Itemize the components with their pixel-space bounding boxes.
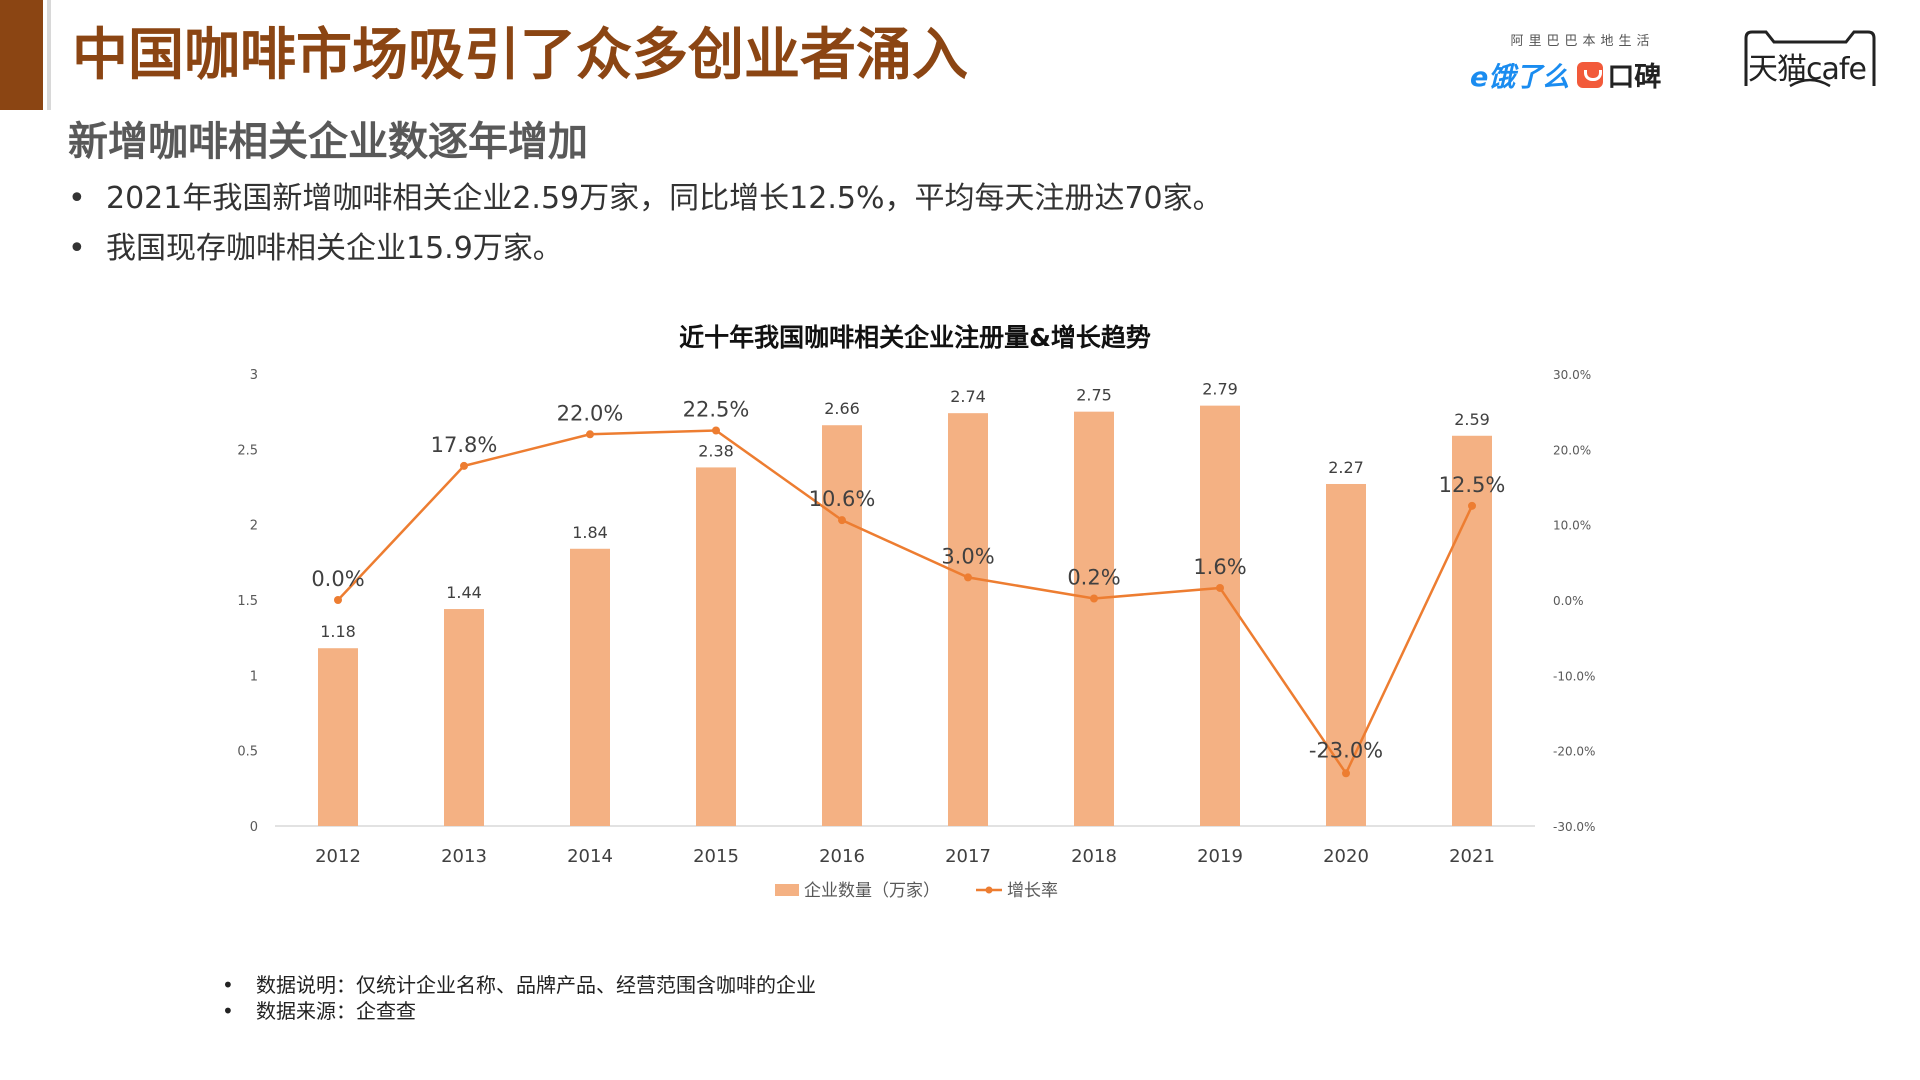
x-axis: 2012 2013 2014 2015 2016 2017 2018 2019 2020 2021 xyxy=(315,846,1495,867)
x-axis-tick-label: 2016 xyxy=(819,846,865,867)
bar-data-label: 2.66 xyxy=(824,399,860,418)
accent-divider xyxy=(47,0,51,110)
alibaba-local-life-label: 阿里巴巴本地生活 xyxy=(1510,34,1655,49)
legend-line-marker xyxy=(985,886,993,894)
growth-rate-point xyxy=(460,461,468,470)
chart-title: 近十年我国咖啡相关企业注册量&增长趋势 xyxy=(679,323,1151,352)
growth-rate-label: 1.6% xyxy=(1193,555,1246,579)
x-axis-tick-label: 2019 xyxy=(1197,846,1243,867)
x-axis-tick-label: 2017 xyxy=(945,846,991,867)
tmall-cafe-logo: 天猫cafe xyxy=(1740,26,1880,90)
chart-legend: 企业数量（万家） 增长率 xyxy=(775,881,1058,901)
x-axis-tick-label: 2013 xyxy=(441,846,487,867)
left-axis-tick-label: 2.5 xyxy=(237,443,258,458)
growth-rate-label: 0.0% xyxy=(311,567,364,591)
left-axis-tick-label: 0 xyxy=(250,820,258,835)
eleme-koubei-logo: 阿里巴巴本地生活 e饿了么 口碑 xyxy=(1470,30,1695,93)
summary-bullets: 2021年我国新增咖啡相关企业2.59万家，同比增长12.5%，平均每天注册达7… xyxy=(68,174,1223,274)
legend-bar-label: 企业数量（万家） xyxy=(804,881,940,901)
right-axis-tick-label: 20.0% xyxy=(1553,443,1591,457)
right-axis-tick-label: 10.0% xyxy=(1553,519,1591,533)
left-axis-tick-label: 1 xyxy=(250,669,258,684)
footnotes: 数据说明：仅统计企业名称、品牌产品、经营范围含咖啡的企业 数据来源：企查查 xyxy=(222,972,816,1024)
bar xyxy=(570,548,610,826)
left-axis: 0 0.5 1 1.5 2 2.5 3 xyxy=(237,368,258,835)
bar-data-label: 2.27 xyxy=(1328,458,1364,477)
growth-rate-point xyxy=(1342,769,1350,778)
growth-rate-label: 17.8% xyxy=(431,433,498,457)
bar xyxy=(1452,435,1492,826)
bar-series xyxy=(318,405,1492,826)
growth-rate-point xyxy=(1216,583,1224,592)
bar xyxy=(1326,483,1366,826)
summary-bullet: 我国现存咖啡相关企业15.9万家。 xyxy=(68,224,1223,274)
growth-rate-label: 12.5% xyxy=(1439,473,1506,497)
growth-rate-point xyxy=(1090,594,1098,603)
growth-rate-label: -23.0% xyxy=(1309,738,1383,762)
bar xyxy=(822,425,862,826)
bar-data-label: 1.18 xyxy=(320,622,356,641)
x-axis-tick-label: 2014 xyxy=(567,846,613,867)
eleme-logo-text: e饿了么 xyxy=(1470,62,1570,93)
bar xyxy=(948,413,988,826)
left-axis-tick-label: 2 xyxy=(250,519,258,534)
growth-rate-label: 22.5% xyxy=(683,398,750,422)
right-axis-tick-label: 0.0% xyxy=(1553,594,1584,608)
tmall-cafe-text: 天猫cafe xyxy=(1748,52,1867,87)
bar xyxy=(318,648,358,826)
enterprise-registration-chart: 近十年我国咖啡相关企业注册量&增长趋势 0 0.5 1 1.5 2 2.5 3 -30.0%… xyxy=(237,323,1595,901)
growth-rate-point xyxy=(1468,501,1476,510)
koubei-logo-text: 口碑 xyxy=(1607,62,1662,93)
bar xyxy=(696,467,736,826)
growth-rate-line xyxy=(337,429,1474,776)
legend-line-label: 增长率 xyxy=(1007,881,1058,901)
growth-rate-label: 10.6% xyxy=(809,487,876,511)
accent-bar xyxy=(0,0,43,110)
footnote: 数据说明：仅统计企业名称、品牌产品、经营范围含咖啡的企业 xyxy=(222,972,816,998)
right-axis: -30.0% -20.0% -10.0% 0.0% 10.0% 20.0% 30.0% xyxy=(1553,368,1595,834)
growth-rate-point xyxy=(334,596,342,604)
right-axis-tick-label: 30.0% xyxy=(1553,368,1591,382)
footnote: 数据来源：企查查 xyxy=(222,998,816,1024)
bar-data-label: 2.74 xyxy=(950,387,986,406)
legend-bar-swatch xyxy=(775,884,799,896)
x-axis-tick-label: 2015 xyxy=(693,846,739,867)
growth-rate-point xyxy=(712,426,720,435)
growth-rate-label: 3.0% xyxy=(941,544,994,568)
bar xyxy=(444,609,484,826)
left-axis-tick-label: 3 xyxy=(250,368,258,383)
x-axis-tick-label: 2018 xyxy=(1071,846,1117,867)
bar xyxy=(1200,405,1240,826)
bar-data-label: 2.38 xyxy=(698,441,734,460)
line-series: 0.0% 17.8% 22.0% 22.5% 10.6% 3.0% 0.2% 1.6% -23.… xyxy=(311,398,1505,778)
bar-data-labels: 1.18 1.44 1.84 2.38 2.66 2.74 2.75 2.79 2.27 2.59 xyxy=(320,380,1490,642)
growth-rate-point xyxy=(586,430,594,439)
right-axis-tick-label: -30.0% xyxy=(1553,820,1595,834)
left-axis-tick-label: 1.5 xyxy=(237,594,258,609)
eleme-koubei-row: e饿了么 口碑 xyxy=(1470,55,1695,94)
growth-rate-label: 22.0% xyxy=(557,401,624,425)
tmall-cat-outline-icon xyxy=(1744,30,1876,88)
bar-data-label: 2.75 xyxy=(1076,386,1112,405)
bar-data-label: 2.79 xyxy=(1202,380,1238,399)
right-axis-tick-label: -20.0% xyxy=(1553,745,1595,759)
bar-data-label: 2.59 xyxy=(1454,410,1490,429)
page-title: 中国咖啡市场吸引了众多创业者涌入 xyxy=(72,23,968,88)
growth-rate-point xyxy=(838,516,846,525)
bar xyxy=(1074,411,1114,826)
x-axis-tick-label: 2020 xyxy=(1323,846,1369,867)
right-axis-tick-label: -10.0% xyxy=(1553,669,1595,683)
growth-rate-label: 0.2% xyxy=(1067,565,1120,589)
summary-bullet: 2021年我国新增咖啡相关企业2.59万家，同比增长12.5%，平均每天注册达7… xyxy=(68,174,1223,224)
page-subtitle: 新增咖啡相关企业数逐年增加 xyxy=(68,119,588,165)
x-axis-tick-label: 2021 xyxy=(1449,846,1495,867)
left-axis-tick-label: 0.5 xyxy=(237,745,258,760)
koubei-icon xyxy=(1577,61,1604,88)
growth-rate-point xyxy=(964,573,972,582)
bar-data-label: 1.84 xyxy=(572,523,608,542)
bar-data-label: 1.44 xyxy=(446,583,482,602)
x-axis-tick-label: 2012 xyxy=(315,846,361,867)
